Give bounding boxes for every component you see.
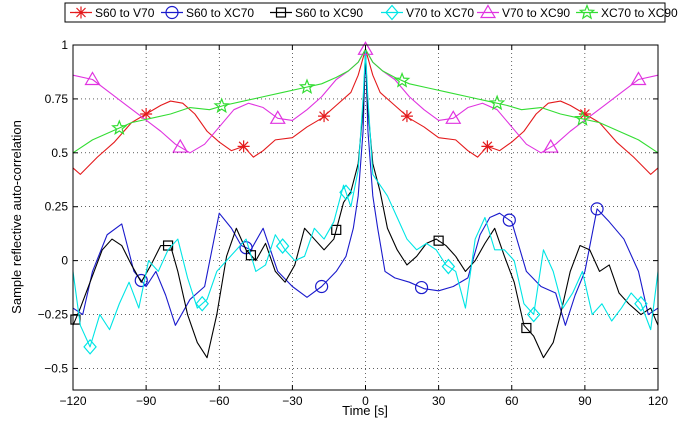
series-marker — [84, 71, 101, 86]
series-marker — [433, 235, 444, 246]
legend-label: V70 to XC70 — [406, 6, 474, 20]
series-marker — [521, 322, 532, 334]
series-marker — [357, 41, 374, 55]
x-tick-label: 30 — [432, 394, 446, 408]
y-tick-label: 1 — [61, 38, 68, 52]
series-v70-to-xc70 — [72, 50, 659, 355]
series-marker — [213, 97, 230, 114]
legend-label: S60 to XC70 — [186, 6, 254, 20]
legend-marker — [75, 6, 87, 19]
series-marker — [245, 250, 257, 261]
series-marker — [502, 213, 516, 227]
series-line — [72, 50, 659, 348]
series-marker — [134, 273, 148, 288]
series-marker — [481, 140, 494, 153]
series-marker — [578, 108, 591, 120]
series-marker — [318, 110, 331, 123]
series-marker — [315, 279, 329, 294]
series-marker — [414, 280, 429, 295]
x-tick-label: 120 — [648, 394, 668, 408]
series-marker — [441, 258, 456, 275]
series-marker — [195, 295, 209, 312]
y-tick-label: 0 — [61, 254, 68, 268]
series-marker — [393, 71, 411, 88]
legend-marker — [479, 4, 497, 19]
legend: S60 to V70 S60 to XC70 S60 to XC90 V70 to X… — [64, 2, 678, 23]
axis-ticks: −120 −90 −60 −30 0 30 60 90 120 −0.5 −0.25 0 0.25 0.5… — [38, 38, 669, 408]
legend-entry-v70-to-xc70: V70 to XC70 — [381, 4, 474, 21]
y-tick-label: −0.25 — [38, 308, 69, 322]
series-marker — [111, 119, 128, 136]
series-marker — [574, 110, 591, 126]
x-tick-label: −60 — [209, 394, 230, 408]
series-marker — [339, 184, 353, 201]
legend-label: V70 to XC90 — [502, 6, 570, 20]
x-tick-label: −90 — [136, 394, 157, 408]
legend-entry-s60-to-xc90: S60 to XC90 — [270, 6, 363, 20]
legend-marker — [165, 5, 179, 20]
x-tick-label: −30 — [282, 394, 303, 408]
series-marker — [590, 202, 604, 216]
x-tick-label: −120 — [59, 394, 86, 408]
series-marker — [269, 110, 286, 124]
series-marker — [275, 238, 290, 254]
legend-entry-s60-to-xc70: S60 to XC70 — [161, 5, 254, 20]
legend-label: S60 to V70 — [95, 6, 155, 20]
series-marker — [526, 306, 541, 323]
series-marker — [298, 78, 316, 95]
grid-lines — [73, 45, 658, 390]
legend-label: S60 to XC90 — [295, 6, 363, 20]
series-marker — [630, 71, 647, 86]
y-tick-label: 0.5 — [51, 146, 68, 160]
series-marker — [445, 110, 462, 124]
x-tick-label: 90 — [578, 394, 592, 408]
y-tick-label: 0.25 — [45, 200, 69, 214]
series-marker — [634, 295, 648, 312]
series-marker — [140, 108, 153, 120]
series-marker — [172, 138, 189, 153]
x-axis-label: Time [s] — [342, 403, 388, 418]
legend-box — [64, 2, 666, 23]
legend-marker — [275, 7, 287, 18]
legend-entry-v70-to-xc90: V70 to XC90 — [477, 4, 570, 20]
legend-marker — [385, 4, 399, 21]
series-marker — [331, 224, 342, 235]
x-tick-label: 0 — [362, 394, 369, 408]
y-tick-label: 0.75 — [45, 92, 69, 106]
legend-marker — [578, 3, 596, 20]
series-marker — [542, 138, 559, 153]
series-marker — [83, 338, 97, 355]
y-axis-label: Sample reflective auto-correlation — [9, 120, 24, 314]
legend-entry-s60-to-v70: S60 to V70 — [70, 6, 155, 20]
y-tick-label: −0.5 — [44, 361, 68, 375]
series-marker — [488, 94, 506, 111]
series-marker — [237, 140, 250, 153]
legend-entry-xc70-to-xc90: XC70 to XC90 — [576, 3, 678, 20]
legend-label: XC70 to XC90 — [601, 6, 678, 20]
series-marker — [400, 110, 413, 123]
x-tick-label: 60 — [505, 394, 519, 408]
